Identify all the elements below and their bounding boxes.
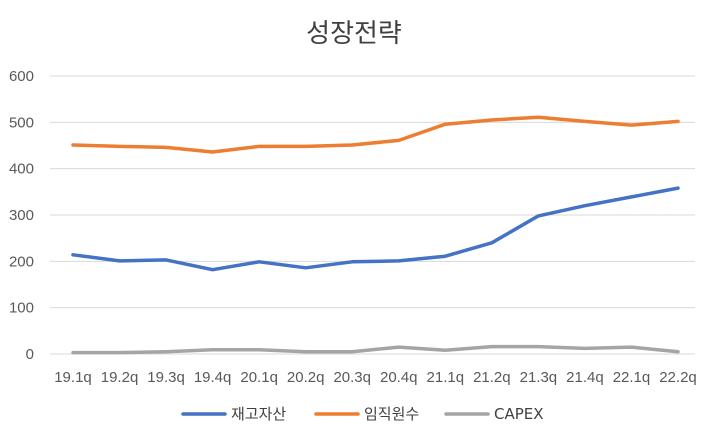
x-tick-label: 21.3q bbox=[520, 369, 558, 386]
series-line bbox=[71, 344, 680, 355]
y-tick-label: 200 bbox=[9, 253, 34, 270]
legend-label: 임직원수 bbox=[364, 405, 419, 423]
x-tick-label: 22.2q bbox=[659, 369, 697, 386]
x-tick-label: 20.1q bbox=[240, 369, 278, 386]
legend-item: 임직원수 bbox=[314, 405, 419, 423]
y-axis-ticks: 0 100 200 300 400 500 600 bbox=[9, 68, 34, 363]
x-tick-label: 21.2q bbox=[473, 369, 511, 386]
x-tick-label: 21.1q bbox=[427, 369, 465, 386]
x-tick-label: 20.3q bbox=[333, 369, 371, 386]
legend-item: CAPEX bbox=[444, 405, 544, 423]
y-tick-label: 300 bbox=[9, 207, 34, 224]
x-tick-label: 19.2q bbox=[101, 369, 139, 386]
y-tick-label: 500 bbox=[9, 114, 34, 131]
x-tick-label: 19.3q bbox=[147, 369, 185, 386]
series-line bbox=[71, 115, 680, 154]
x-tick-label: 20.2q bbox=[287, 369, 325, 386]
legend: 재고자산 임직원수 CAPEX bbox=[181, 405, 544, 423]
y-tick-label: 100 bbox=[9, 300, 34, 317]
legend-item: 재고자산 bbox=[181, 405, 286, 423]
legend-label: CAPEX bbox=[494, 405, 544, 423]
y-tick-label: 0 bbox=[26, 346, 34, 363]
series-1 bbox=[71, 115, 680, 154]
x-tick-label: 20.4q bbox=[380, 369, 418, 386]
legend-label: 재고자산 bbox=[231, 405, 286, 423]
x-tick-label: 21.4q bbox=[566, 369, 604, 386]
series-line bbox=[71, 186, 680, 272]
y-tick-label: 600 bbox=[9, 68, 34, 85]
x-tick-label: 22.1q bbox=[613, 369, 651, 386]
series-lines bbox=[71, 115, 680, 355]
x-tick-label: 19.4q bbox=[194, 369, 232, 386]
gridlines bbox=[50, 75, 695, 355]
x-tick-label: 19.1q bbox=[54, 369, 92, 386]
series-0 bbox=[71, 186, 680, 272]
y-tick-label: 400 bbox=[9, 161, 34, 178]
series-2 bbox=[71, 344, 680, 355]
x-axis-ticks: 19.1q 19.2q 19.3q 19.4q 20.1q 20.2q 20.3q 20.4q… bbox=[54, 369, 697, 386]
chart-title: 성장전략 bbox=[306, 19, 402, 49]
